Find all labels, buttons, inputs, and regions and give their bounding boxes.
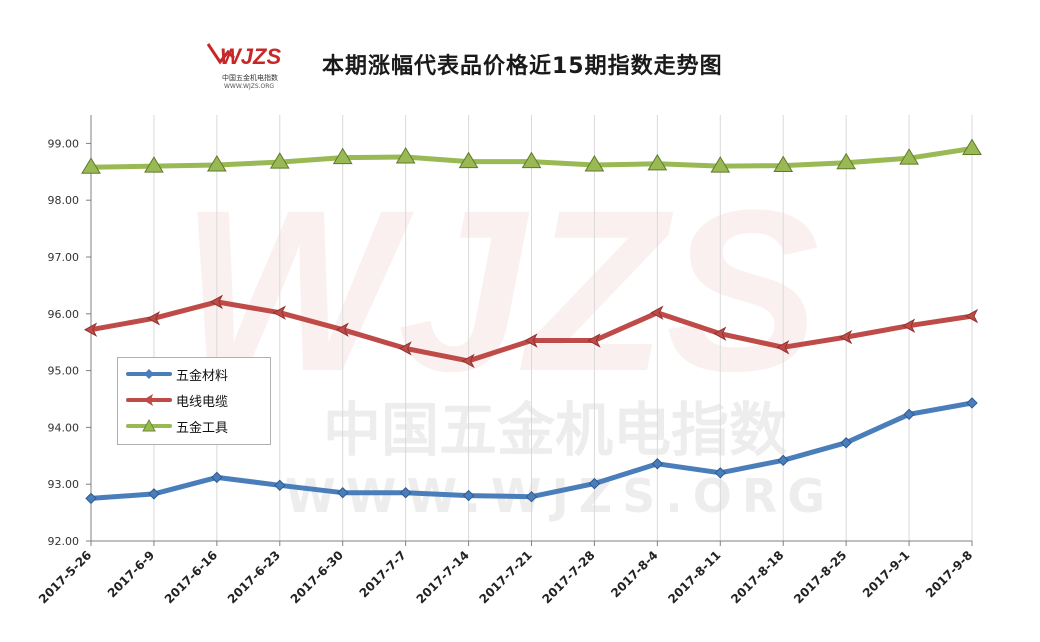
- data-point-diamond: [777, 454, 789, 467]
- data-point-arrow: [398, 341, 412, 356]
- data-point-arrow: [902, 318, 916, 333]
- data-point-diamond: [337, 487, 349, 499]
- data-point-arrow: [964, 308, 979, 324]
- data-point-triangle: [395, 147, 416, 164]
- data-point-triangle: [269, 152, 290, 169]
- data-point-diamond: [903, 408, 915, 421]
- legend-item-wujin-cailiao: 五金材料: [118, 363, 268, 385]
- data-point-triangle: [710, 156, 731, 173]
- chart-title: 本期涨幅代表品价格近15期指数走势图: [322, 54, 723, 79]
- data-point-triangle: [836, 152, 857, 170]
- data-point-arrow: [335, 322, 349, 337]
- markers: [81, 138, 982, 505]
- data-point-triangle: [584, 155, 605, 172]
- data-point-arrow: [461, 353, 475, 369]
- logo-subtitle: 中国五金机电指数: [222, 74, 278, 82]
- data-point-triangle: [773, 155, 794, 173]
- legend-swatch-diamond-icon: [126, 369, 172, 379]
- data-point-triangle: [144, 156, 164, 173]
- data-point-diamond: [85, 492, 97, 505]
- watermark: WJZS 中国五金机电指数 WWW.WJZS.ORG: [181, 162, 835, 523]
- logo-text: WJZS: [220, 44, 282, 69]
- data-point-triangle: [647, 153, 668, 171]
- x-tick-label: 2017-9-1: [860, 548, 912, 600]
- data-point-diamond: [462, 489, 475, 502]
- x-tick-label: 2017-5-26: [36, 548, 94, 606]
- x-tick-label: 2017-8-4: [608, 548, 660, 600]
- logo-url: WWW.WJZS.ORG: [224, 83, 275, 90]
- x-tick-label: 2017-6-23: [225, 548, 283, 606]
- data-point-diamond: [399, 487, 412, 499]
- legend: 五金材料 电线电缆 五金工具: [117, 357, 271, 445]
- x-tick-label: 2017-7-21: [477, 548, 535, 606]
- y-tick-label: 94.00: [48, 421, 80, 434]
- wjzs-logo: WJZS 中国五金机电指数 WWW.WJZS.ORG: [206, 40, 302, 96]
- data-point-diamond: [714, 467, 726, 479]
- x-tick-label: 2017-6-9: [105, 548, 157, 600]
- logo-arrow-icon: [206, 43, 236, 65]
- y-tick-label: 99.00: [48, 137, 80, 150]
- data-point-triangle: [521, 151, 542, 169]
- data-point-triangle: [458, 151, 479, 169]
- data-point-diamond: [211, 471, 223, 484]
- watermark-cn-text: 中国五金机电指数: [323, 396, 787, 464]
- data-point-diamond: [148, 488, 160, 500]
- data-point-arrow: [776, 340, 790, 355]
- data-point-arrow: [839, 329, 853, 345]
- y-tick-label: 97.00: [48, 251, 80, 264]
- data-point-arrow: [713, 326, 727, 341]
- data-point-arrow: [272, 305, 286, 320]
- data-point-arrow: [524, 333, 538, 348]
- data-point-diamond: [588, 477, 601, 490]
- y-tick-label: 92.00: [48, 535, 80, 548]
- data-point-arrow: [650, 305, 664, 320]
- x-tick-label: 2017-8-18: [728, 548, 786, 606]
- watermark-logo-text: WJZS: [181, 162, 820, 419]
- x-tick-label: 2017-7-28: [539, 548, 597, 606]
- data-point-diamond: [966, 397, 978, 409]
- x-tick-label: 2017-7-14: [414, 548, 472, 606]
- y-tick-label: 96.00: [48, 308, 80, 321]
- data-point-triangle: [81, 157, 101, 174]
- data-point-diamond: [651, 458, 664, 470]
- y-tick-label: 98.00: [48, 194, 80, 207]
- y-tick-label: 95.00: [48, 365, 80, 378]
- x-tick-label: 2017-9-8: [923, 548, 975, 600]
- legend-swatch-arrow-icon: [126, 394, 172, 406]
- x-tick-label: 2017-8-11: [665, 548, 723, 606]
- data-point-diamond: [525, 490, 538, 503]
- data-point-arrow: [587, 333, 601, 348]
- y-tick-label: 93.00: [48, 478, 80, 491]
- data-point-diamond: [840, 437, 852, 449]
- data-point-triangle: [206, 155, 227, 172]
- legend-label: 电线电缆: [176, 395, 229, 410]
- data-point-triangle: [962, 138, 982, 156]
- data-point-triangle: [899, 148, 919, 165]
- x-tick-label: 2017-6-16: [162, 548, 220, 606]
- watermark-url-text: WWW.WJZS.ORG: [285, 469, 835, 523]
- x-tick-label: 2017-8-25: [791, 548, 849, 606]
- data-point-arrow: [209, 294, 224, 310]
- legend-item-wujin-gongju: 五金工具: [118, 415, 268, 437]
- data-point-arrow: [146, 311, 161, 326]
- legend-label: 五金材料: [176, 369, 229, 384]
- x-tick-label: 2017-6-30: [288, 548, 346, 606]
- data-point-arrow: [83, 322, 98, 337]
- legend-item-dianxian-dianlan: 电线电缆: [118, 389, 268, 411]
- legend-label: 五金工具: [176, 421, 229, 436]
- data-point-diamond: [274, 479, 286, 492]
- data-point-triangle: [332, 147, 353, 165]
- x-tick-label: 2017-7-7: [357, 548, 409, 600]
- legend-swatch-triangle-icon: [126, 418, 172, 432]
